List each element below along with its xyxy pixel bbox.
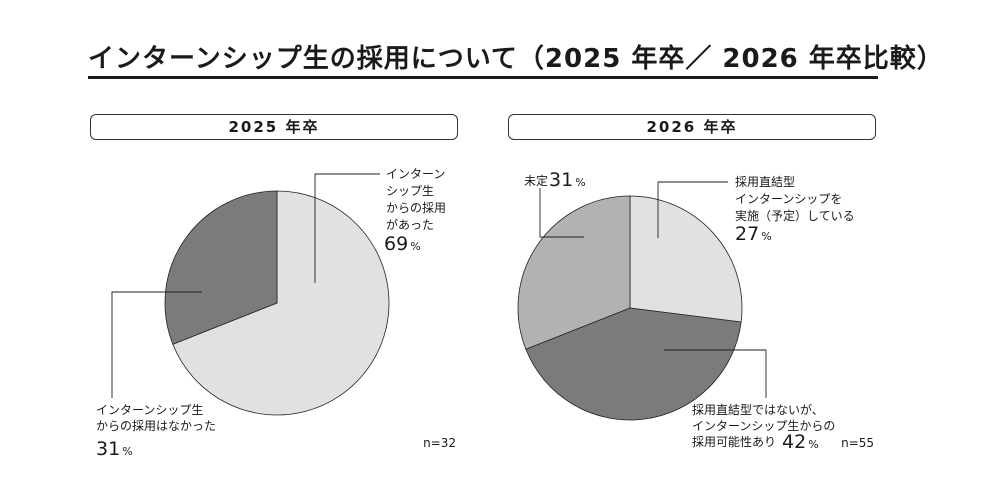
- pie1-leader-0: [657, 181, 728, 238]
- pie1-slice-2-label-line-0: 未定: [524, 173, 548, 188]
- pie0-leader-0: [314, 173, 380, 283]
- pie0-slice-1-label-line-1: からの採用はなかった: [96, 419, 216, 433]
- pie1-slice-0-label-line-1: インターンシップを: [735, 192, 842, 206]
- pie1-slice-0-label-line-0: 採用直結型: [735, 175, 795, 189]
- pie1-slice-1-label-line-2: 採用可能性あり: [692, 435, 776, 449]
- pie1-n-label: n=55: [841, 436, 874, 450]
- panel-header-2025: 2025 年卒: [90, 114, 458, 140]
- pie1-slice-2: [517, 195, 631, 350]
- pie1-slice-0-label-line-2: 実施（予定）している: [735, 208, 855, 223]
- pie0-slice-0-label-line-3: があった: [386, 217, 434, 232]
- pie0-pct-1: 31%: [96, 438, 133, 460]
- pie1-slice-1-label-line-1: インターンシップ生からの: [692, 419, 835, 433]
- pie1-leader-1: [664, 349, 767, 398]
- pie1-slice-0: [629, 195, 743, 323]
- title-underline: [88, 76, 878, 79]
- pie1-pct-0: 27%: [735, 223, 772, 245]
- pie1-leader-2: [539, 188, 584, 238]
- pie1-slice-1: [525, 307, 742, 421]
- pie0-slice-0-label-line-1: シップ生: [386, 184, 434, 198]
- pie1-pct-2: 31%: [549, 169, 586, 191]
- pie0-slice-1-label-line-0: インターンシップ生: [96, 403, 203, 417]
- pie0-slice-0: [172, 190, 390, 416]
- panel-header-2026: 2026 年卒: [508, 114, 876, 140]
- pie1-slice-1-label-line-0: 採用直結型ではないが、: [692, 402, 824, 417]
- pie0-leader-1: [111, 291, 202, 398]
- pie0-slice-0-label-line-2: からの採用: [386, 201, 446, 215]
- pie0-n-label: n=32: [423, 436, 456, 450]
- pie0-slice-0-label-line-0: インターン: [386, 167, 445, 181]
- pie0-pct-0: 69%: [384, 233, 421, 255]
- pie0-slice-1: [164, 190, 278, 345]
- pie1-pct-1: 42%: [782, 431, 819, 453]
- chart-title: インターンシップ生の採用について（2025 年卒／ 2026 年卒比較）: [88, 44, 944, 74]
